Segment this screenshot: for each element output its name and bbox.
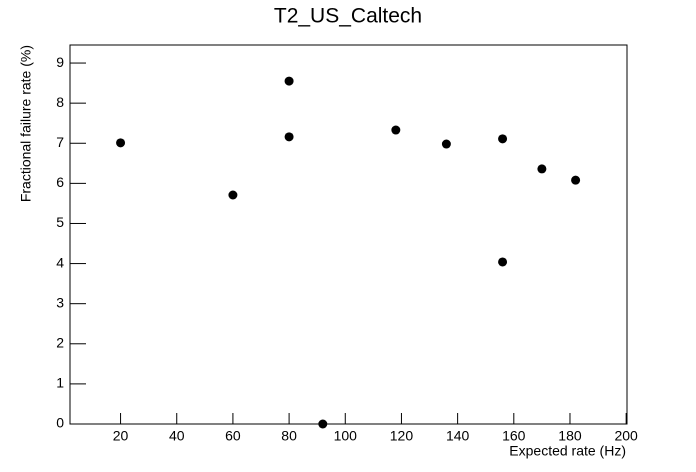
- y-tick-label: 7: [56, 134, 64, 150]
- y-tick-label: 6: [56, 174, 64, 190]
- x-axis-label: Expected rate (Hz): [509, 443, 626, 459]
- x-tick-label: 60: [225, 428, 241, 444]
- point: [498, 134, 508, 144]
- y-tick-label: 1: [56, 375, 64, 391]
- x-tick-label: 200: [614, 428, 638, 444]
- y-tick-label: 0: [56, 415, 64, 431]
- point: [537, 164, 547, 174]
- y-tick-label: 8: [56, 94, 64, 110]
- point: [441, 139, 451, 149]
- y-tick-label: 4: [56, 254, 64, 270]
- y-tick-label: 2: [56, 334, 64, 350]
- x-tick-label: 80: [281, 428, 297, 444]
- point: [284, 132, 294, 142]
- x-tick-label: 100: [334, 428, 358, 444]
- x-tick-label: 160: [502, 428, 526, 444]
- chart-title: T2_US_Caltech: [274, 5, 422, 28]
- y-tick-label: 3: [56, 294, 64, 310]
- point: [228, 190, 238, 200]
- x-tick-label: 120: [390, 428, 414, 444]
- y-tick-label: 5: [56, 214, 64, 230]
- point: [284, 76, 294, 86]
- plot-frame: [69, 44, 628, 425]
- point: [498, 257, 508, 267]
- x-tick-label: 20: [113, 428, 129, 444]
- point: [116, 138, 126, 148]
- point: [391, 125, 401, 135]
- y-axis-label: Fractional failure rate (%): [18, 45, 34, 202]
- point: [571, 175, 581, 185]
- x-tick-label: 140: [446, 428, 470, 444]
- x-tick-label: 40: [169, 428, 185, 444]
- x-tick-label: 180: [558, 428, 582, 444]
- point: [318, 419, 328, 429]
- y-tick-label: 9: [56, 54, 64, 70]
